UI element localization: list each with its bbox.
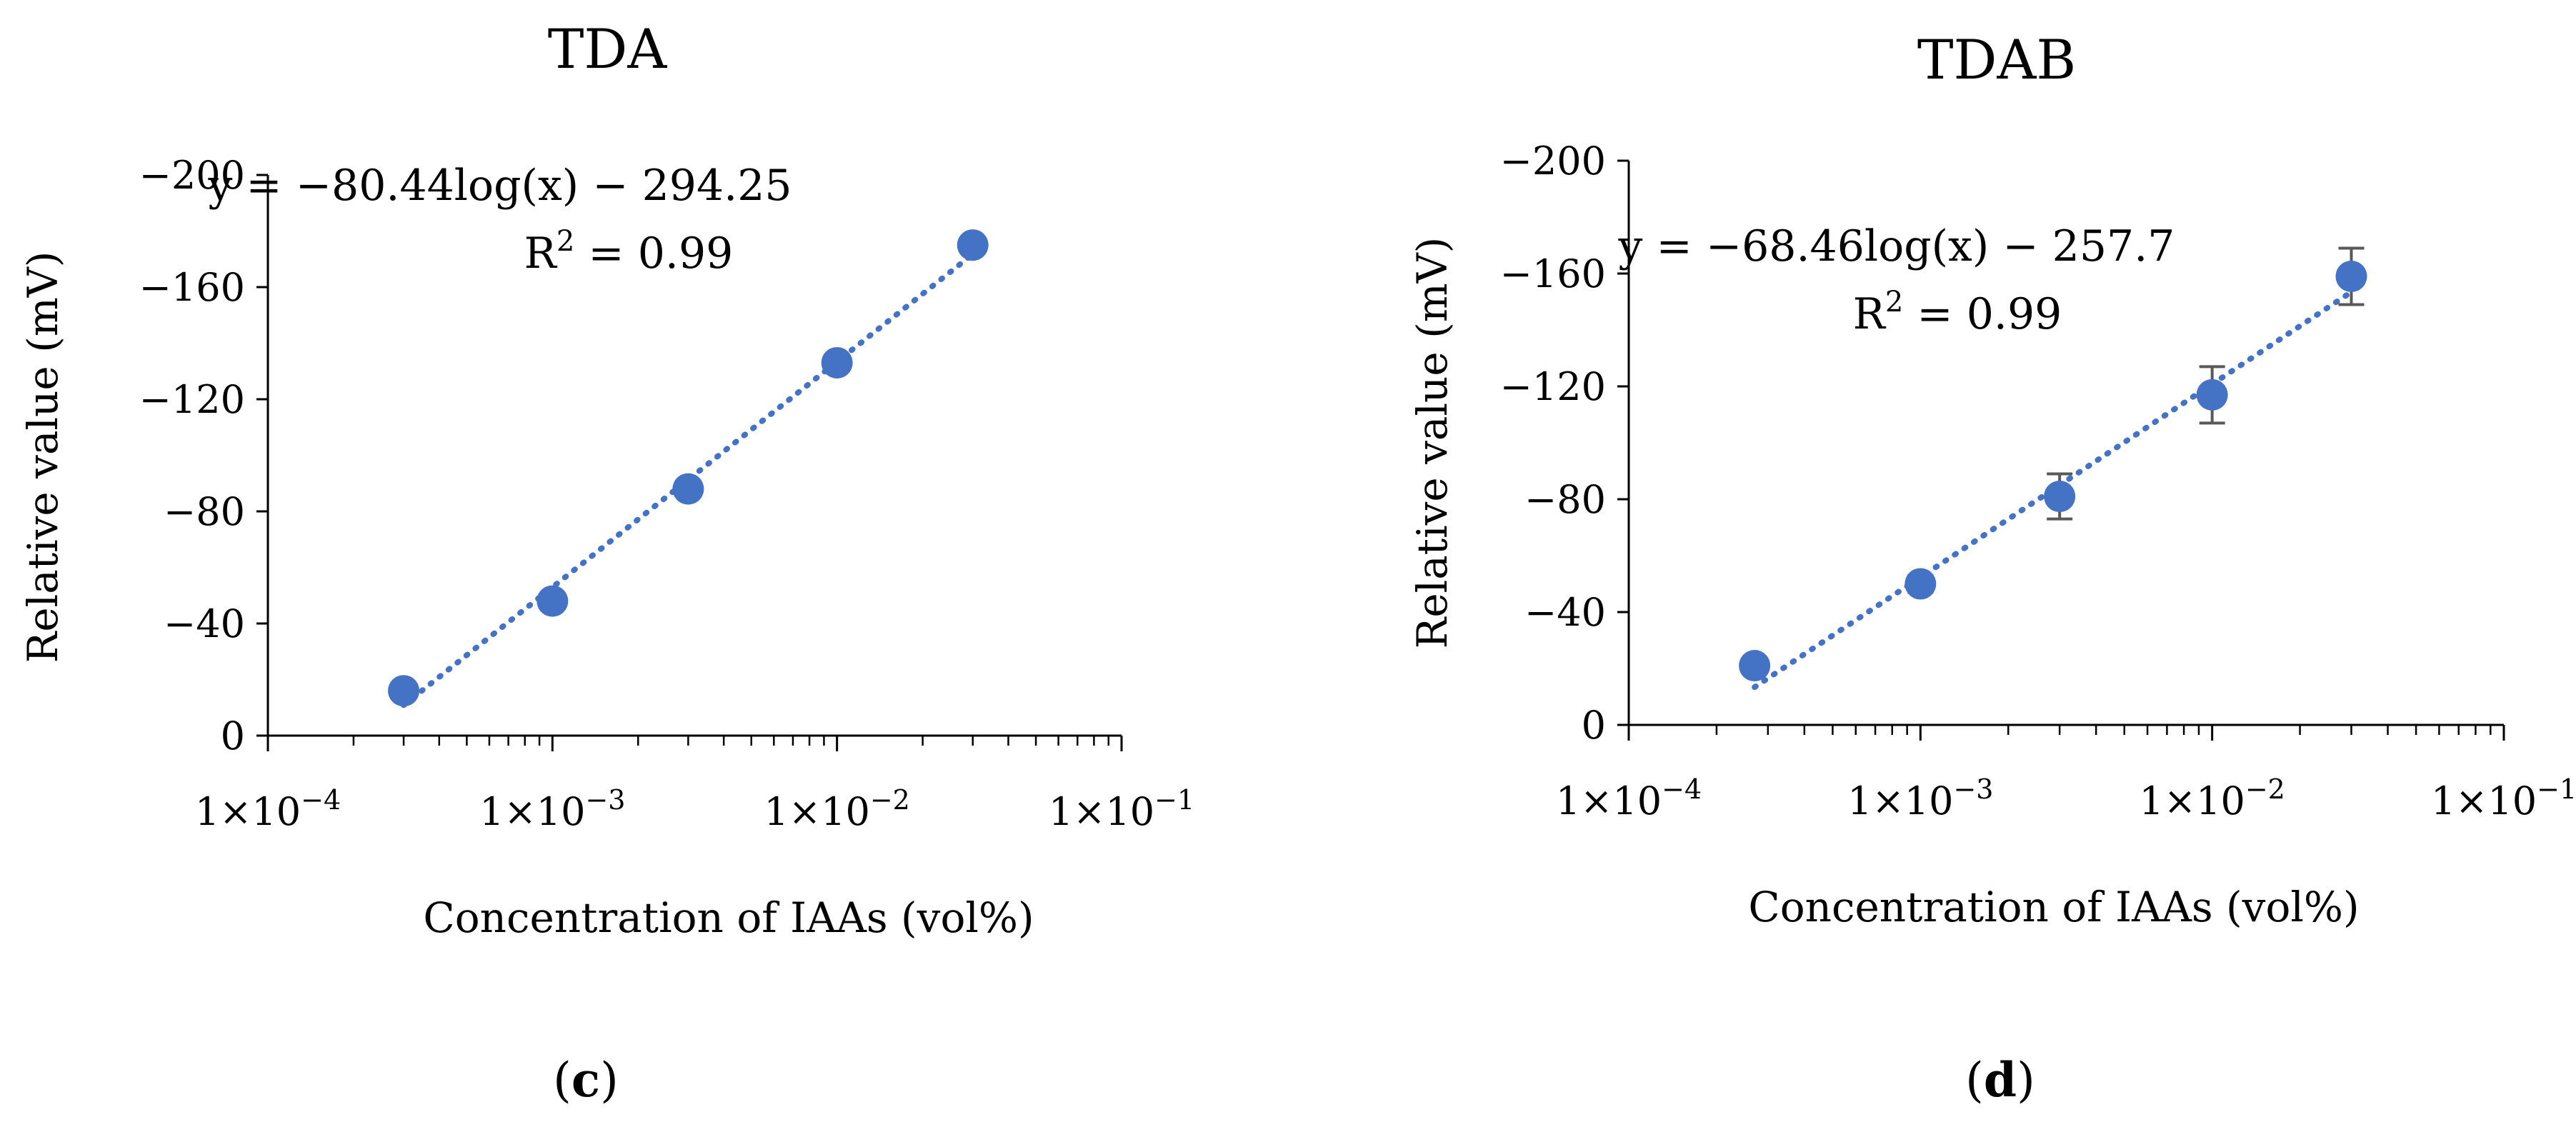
y-tick-label: −200 <box>1500 139 1606 184</box>
data-point <box>388 675 420 707</box>
data-point <box>957 229 989 261</box>
data-point <box>2335 260 2367 292</box>
x-tick-label: 1×10−4 <box>1556 773 1702 823</box>
y-axis-label: Relative value (mV) <box>1408 237 1457 649</box>
x-tick-label: 1×10−3 <box>1847 773 1993 823</box>
data-point <box>2044 481 2076 513</box>
panel-label: (c) <box>553 1052 619 1108</box>
y-axis-label: Relative value (mV) <box>19 251 67 663</box>
x-tick-label: 1×10−1 <box>2431 773 2576 823</box>
chart-panel-d: TDAB 0 −40 −80 −120 −160 −200 1×10−4 1×10−3 1×10−… <box>1408 28 2576 1108</box>
data-point <box>672 473 704 505</box>
x-tick-label: 1×10−1 <box>1049 784 1194 834</box>
data-point <box>821 346 853 379</box>
chart-title: TDAB <box>1917 28 2076 91</box>
y-tick-label: −200 <box>139 153 245 198</box>
x-tick-label: 1×10−2 <box>764 784 909 834</box>
y-tick-label: −80 <box>164 489 245 534</box>
y-tick-label: 0 <box>221 713 245 758</box>
y-tick-label: −40 <box>1524 590 1606 635</box>
data-point <box>1739 650 1771 682</box>
chart-title: TDA <box>548 17 668 81</box>
y-tick-label: 0 <box>1582 703 1606 748</box>
y-tick-label: −80 <box>1524 477 1606 522</box>
chart-panel-c: TDA 0 −40 −80 −120 −160 −200 1×10−4 1×10−3 1×10−2… <box>19 17 1194 1108</box>
y-tick-label: −40 <box>164 601 245 646</box>
trend-equation: y = −68.46log(x) − 257.7 <box>1618 221 2175 271</box>
y-tick-label: −160 <box>139 265 245 310</box>
y-tick-label: −160 <box>1500 251 1606 296</box>
r-squared: R2 = 0.99 <box>1853 286 2062 339</box>
trend-equation: y = −80.44log(x) − 294.25 <box>207 161 792 211</box>
x-tick-label: 1×10−3 <box>479 784 625 834</box>
x-axis-label: Concentration of IAAs (vol%) <box>423 893 1034 942</box>
data-point <box>2196 379 2228 411</box>
data-point <box>536 585 569 617</box>
x-axis-label: Concentration of IAAs (vol%) <box>1748 883 2359 931</box>
data-point <box>1904 568 1937 600</box>
y-tick-label: −120 <box>1500 364 1606 409</box>
y-tick-label: −120 <box>139 377 245 422</box>
panel-label: (d) <box>1965 1052 2035 1108</box>
x-tick-label: 1×10−2 <box>2139 773 2285 823</box>
r-squared: R2 = 0.99 <box>524 225 734 279</box>
x-tick-label: 1×10−4 <box>195 784 341 834</box>
